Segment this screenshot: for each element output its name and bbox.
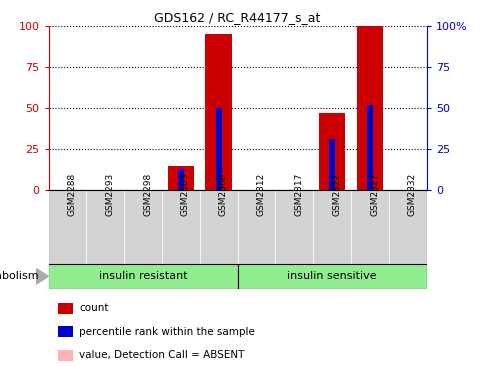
Bar [58,326,73,337]
Bar [313,190,350,264]
Bar [215,108,221,190]
Text: GSM2308: GSM2308 [218,172,227,216]
Text: metabolism: metabolism [0,271,39,281]
Polygon shape [36,269,48,284]
Bar [178,169,183,190]
Text: GSM2332: GSM2332 [407,172,416,216]
Bar [356,26,382,190]
Bar [167,165,194,190]
Text: GSM2303: GSM2303 [181,172,190,216]
Text: percentile rank within the sample: percentile rank within the sample [79,327,255,337]
Text: GSM2293: GSM2293 [105,172,114,216]
Bar [318,113,345,190]
Text: insulin sensitive: insulin sensitive [287,271,376,281]
Bar [199,190,237,264]
Bar [162,190,199,264]
Bar [275,190,313,264]
Bar [329,139,334,190]
Bar [205,34,231,190]
Bar [58,303,73,314]
Bar [48,190,86,264]
Title: GDS162 / RC_R44177_s_at: GDS162 / RC_R44177_s_at [154,11,320,25]
Bar [237,190,275,264]
Text: GSM2298: GSM2298 [143,172,152,216]
Bar [366,105,372,190]
Bar [124,190,162,264]
Text: count: count [79,303,108,313]
Bar [48,264,237,289]
Text: value, Detection Call = ABSENT: value, Detection Call = ABSENT [79,350,244,361]
Text: insulin resistant: insulin resistant [99,271,187,281]
Bar [237,264,426,289]
Text: GSM2327: GSM2327 [369,172,378,216]
Text: GSM2317: GSM2317 [294,172,303,216]
Bar [58,350,73,361]
Bar [350,190,388,264]
Bar [388,190,426,264]
Text: GSM2312: GSM2312 [256,172,265,216]
Bar [86,190,124,264]
Text: GSM2288: GSM2288 [67,172,76,216]
Text: GSM2322: GSM2322 [332,172,341,216]
